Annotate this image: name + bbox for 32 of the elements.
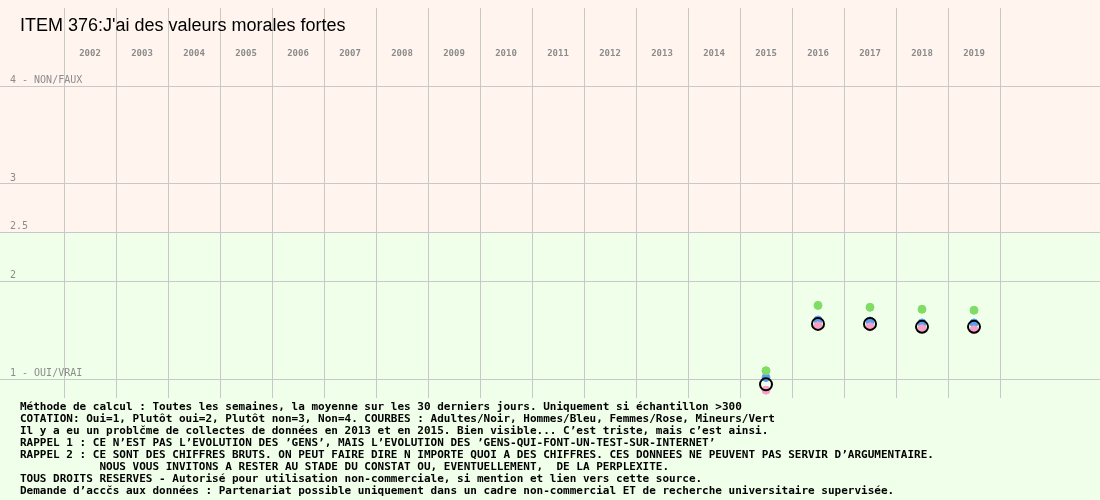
chart-title: ITEM 376:J'ai des valeurs morales fortes bbox=[20, 15, 346, 35]
x-tick-label: 2006 bbox=[287, 48, 309, 59]
y-tick-label: 1 - OUI/VRAI bbox=[10, 366, 83, 378]
x-tick-label: 2016 bbox=[807, 48, 829, 59]
x-tick-label: 2008 bbox=[391, 48, 413, 59]
x-tick-label: 2009 bbox=[443, 48, 465, 59]
y-tick-label: 4 - NON/FAUX bbox=[10, 74, 83, 85]
x-tick-label: 2018 bbox=[911, 48, 933, 59]
text: Demande d’accčs aux données : Partenariat possible uniquement dans un cadre non-commercial ET de recherche universitaire supervisée. bbox=[20, 484, 895, 497]
x-tick-label: 2003 bbox=[131, 48, 153, 59]
x-tick-label: 2004 bbox=[183, 48, 206, 59]
text: Il y a eu un problčme de collectes de données en 2013 et en 2015. Bien visible... C’est triste, mais c’est ainsi. bbox=[20, 424, 769, 437]
y-tick-label: 2.5 bbox=[10, 220, 29, 232]
text: TOUS DROITS RESERVES - Autorisé pour utilisation non-commerciale, si mention et lien vers cette source. bbox=[20, 472, 703, 485]
x-tick-label: 2002 bbox=[79, 48, 101, 59]
x-tick-label: 2010 bbox=[495, 48, 517, 59]
text: RAPPEL 1 : CE N’EST PAS L’EVOLUTION DES ’GENS’, MAIS L’EVOLUTION DES ’GENS-QUI-FONT-UN-TEST-SUR-INTERNET’ bbox=[20, 436, 716, 449]
text: Méthode de calcul : Toutes les semaines, la moyenne sur les 30 derniers jours. Uniquement si échantillon >300 bbox=[20, 400, 742, 413]
y-tick-label: 2 bbox=[10, 269, 17, 280]
x-tick-label: 2014 bbox=[703, 48, 726, 59]
y-tick-label: 3 bbox=[10, 171, 17, 183]
text: NOUS VOUS INVITONS A RESTER AU STADE DU CONSTAT OU, EVENTUELLEMENT, DE LA PERPLEXITE. bbox=[20, 460, 670, 473]
x-tick-label: 2007 bbox=[339, 48, 361, 59]
x-tick-label: 2015 bbox=[755, 48, 777, 59]
x-tick-label: 2013 bbox=[651, 48, 673, 59]
x-tick-label: 2017 bbox=[859, 48, 881, 59]
x-tick-label: 2012 bbox=[599, 48, 621, 59]
x-tick-label: 2019 bbox=[963, 48, 985, 59]
x-tick-label: 2005 bbox=[235, 48, 257, 59]
text: COTATION: Oui=1, Plutôt oui=2, Plutôt non=3, Non=4. COURBES : Adultes/Noir, Hommes/Bleu, Femmes/Rose, Mineurs/Vert bbox=[20, 412, 775, 425]
text: RAPPEL 2 : CE SONT DES CHIFFRES BRUTS. ON PEUT FAIRE DIRE N IMPORTE QUOI A DES CHIFFRES. CES DONNEES NE PEUVENT PAS SERVIR D’ARGUMENTAIRE. bbox=[20, 448, 934, 461]
x-tick-label: 2011 bbox=[547, 48, 569, 59]
